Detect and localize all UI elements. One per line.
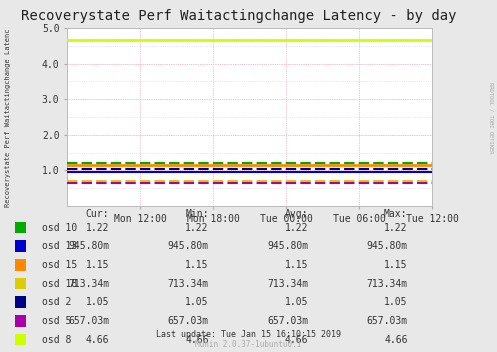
Text: osd 13: osd 13 bbox=[42, 241, 78, 251]
Text: 4.66: 4.66 bbox=[185, 335, 209, 345]
Text: osd 18: osd 18 bbox=[42, 279, 78, 289]
Text: 657.03m: 657.03m bbox=[68, 316, 109, 326]
Text: osd 5: osd 5 bbox=[42, 316, 72, 326]
Text: 1.15: 1.15 bbox=[285, 260, 308, 270]
Text: 4.66: 4.66 bbox=[285, 335, 308, 345]
Text: 1.15: 1.15 bbox=[384, 260, 408, 270]
Text: 713.34m: 713.34m bbox=[167, 279, 209, 289]
Text: 1.22: 1.22 bbox=[285, 223, 308, 233]
Text: osd 8: osd 8 bbox=[42, 335, 72, 345]
Text: 1.05: 1.05 bbox=[86, 297, 109, 307]
Text: 1.05: 1.05 bbox=[185, 297, 209, 307]
Text: 945.80m: 945.80m bbox=[366, 241, 408, 251]
Text: Avg:: Avg: bbox=[285, 209, 308, 219]
Text: 945.80m: 945.80m bbox=[267, 241, 308, 251]
Text: 1.15: 1.15 bbox=[86, 260, 109, 270]
Text: 1.22: 1.22 bbox=[185, 223, 209, 233]
Text: 1.05: 1.05 bbox=[285, 297, 308, 307]
Text: Max:: Max: bbox=[384, 209, 408, 219]
Text: 945.80m: 945.80m bbox=[68, 241, 109, 251]
Text: 713.34m: 713.34m bbox=[267, 279, 308, 289]
Text: RRDTOOL / TOBI OETIKER: RRDTOOL / TOBI OETIKER bbox=[489, 82, 494, 154]
Text: osd 15: osd 15 bbox=[42, 260, 78, 270]
Text: 713.34m: 713.34m bbox=[366, 279, 408, 289]
Text: 945.80m: 945.80m bbox=[167, 241, 209, 251]
Text: 657.03m: 657.03m bbox=[267, 316, 308, 326]
Text: 657.03m: 657.03m bbox=[366, 316, 408, 326]
Text: 713.34m: 713.34m bbox=[68, 279, 109, 289]
Text: 657.03m: 657.03m bbox=[167, 316, 209, 326]
Text: 1.05: 1.05 bbox=[384, 297, 408, 307]
Text: 4.66: 4.66 bbox=[384, 335, 408, 345]
Text: Last update: Tue Jan 15 16:10:15 2019: Last update: Tue Jan 15 16:10:15 2019 bbox=[156, 329, 341, 339]
Text: Cur:: Cur: bbox=[86, 209, 109, 219]
Text: 4.66: 4.66 bbox=[86, 335, 109, 345]
Text: Min:: Min: bbox=[185, 209, 209, 219]
Text: Recoverystate Perf Waitactingchange Latenc: Recoverystate Perf Waitactingchange Late… bbox=[5, 29, 11, 207]
Text: 1.22: 1.22 bbox=[384, 223, 408, 233]
Text: Munin 2.0.37-1ubuntu0.1: Munin 2.0.37-1ubuntu0.1 bbox=[195, 340, 302, 349]
Text: osd 10: osd 10 bbox=[42, 223, 78, 233]
Text: osd 2: osd 2 bbox=[42, 297, 72, 307]
Text: 1.15: 1.15 bbox=[185, 260, 209, 270]
Text: 1.22: 1.22 bbox=[86, 223, 109, 233]
Text: Recoverystate Perf Waitactingchange Latency - by day: Recoverystate Perf Waitactingchange Late… bbox=[21, 9, 456, 23]
